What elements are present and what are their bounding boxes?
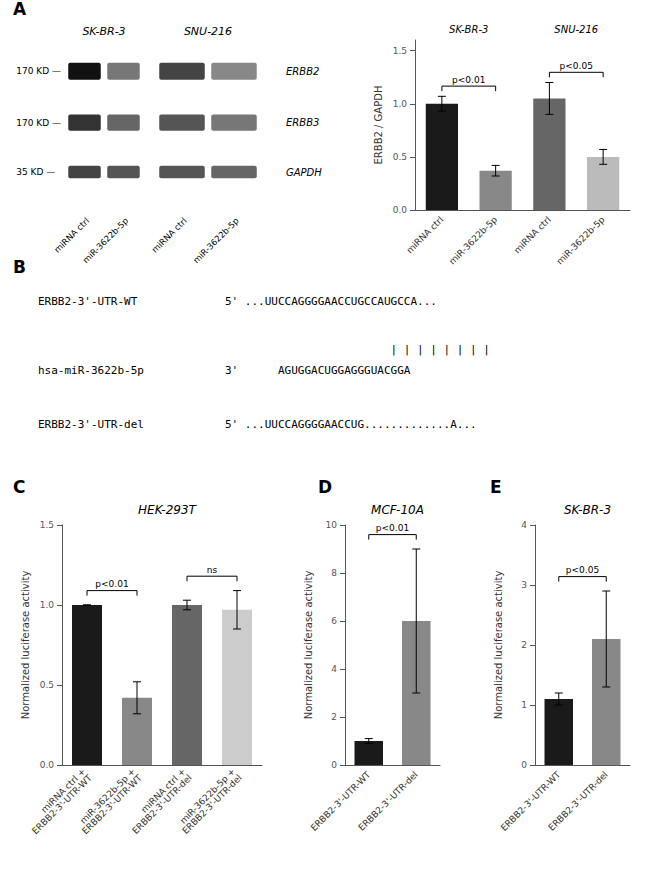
svg-text:4: 4 (331, 664, 337, 674)
svg-text:0.0: 0.0 (40, 760, 55, 770)
svg-text:miR-3622b-5p +: miR-3622b-5p + (178, 766, 237, 825)
svg-text:SK-BR-3: SK-BR-3 (82, 25, 125, 38)
svg-text:ERBB2-3'-UTR-WT: ERBB2-3'-UTR-WT (308, 769, 373, 833)
svg-text:p<0.01: p<0.01 (376, 523, 409, 533)
svg-text:1.0: 1.0 (393, 99, 408, 109)
svg-text:170 KD —: 170 KD — (16, 66, 61, 76)
svg-text:ERBB2-3'-UTR-WT: ERBB2-3'-UTR-WT (80, 772, 144, 837)
svg-text:ERBB2 / GAPDH: ERBB2 / GAPDH (373, 86, 384, 165)
svg-text:8: 8 (331, 568, 337, 578)
svg-text:hsa-miR-3622b-5p: hsa-miR-3622b-5p (38, 364, 144, 377)
svg-text:ERBB2-3'-UTR-WT: ERBB2-3'-UTR-WT (30, 772, 94, 837)
svg-text:miRNA ctrl +: miRNA ctrl + (139, 766, 188, 815)
svg-text:GAPDH: GAPDH (286, 167, 322, 178)
svg-text:ERBB2-3'-UTR-WT: ERBB2-3'-UTR-WT (498, 769, 563, 833)
svg-text:ERBB3: ERBB3 (286, 117, 319, 128)
svg-text:| | | | | | | |: | | | | | | | | (391, 343, 490, 356)
svg-text:ERBB2-3'-UTR-del: ERBB2-3'-UTR-del (546, 769, 609, 832)
svg-text:1: 1 (521, 700, 527, 710)
svg-text:miR-3622b-5p: miR-3622b-5p (191, 216, 241, 266)
svg-text:2: 2 (521, 640, 527, 650)
svg-text:miRNA ctrl: miRNA ctrl (150, 216, 189, 255)
svg-text:0.0: 0.0 (393, 205, 408, 215)
svg-text:170 KD —: 170 KD — (16, 118, 61, 128)
svg-text:0.5: 0.5 (393, 152, 407, 162)
svg-text:6: 6 (331, 616, 337, 626)
svg-text:miRNA ctrl: miRNA ctrl (512, 214, 553, 255)
svg-text:ERBB2-3'-UTR-del: ERBB2-3'-UTR-del (130, 772, 194, 836)
svg-text:0.5: 0.5 (40, 680, 54, 690)
svg-text:miRNA ctrl: miRNA ctrl (52, 216, 91, 255)
svg-text:A: A (13, 0, 27, 19)
svg-text:Normalized luciferase activity: Normalized luciferase activity (20, 571, 31, 720)
svg-text:p<0.01: p<0.01 (452, 75, 485, 85)
svg-text:miR-3622b-5p +: miR-3622b-5p + (78, 766, 137, 825)
svg-text:Normalized luciferase activity: Normalized luciferase activity (493, 571, 504, 720)
svg-text:ERBB2-3'-UTR-WT: ERBB2-3'-UTR-WT (38, 295, 138, 308)
svg-text:HEK-293T: HEK-293T (138, 503, 198, 517)
svg-text:0: 0 (521, 760, 527, 770)
svg-text:2: 2 (331, 712, 337, 722)
svg-text:3' AGUGGACUGGAGGGUACGGA: 3' AGUGGACUGGAGGGUACGGA (225, 364, 411, 377)
svg-text:B: B (13, 257, 26, 277)
svg-text:miRNA ctrl: miRNA ctrl (404, 214, 445, 255)
svg-text:1.5: 1.5 (393, 46, 407, 56)
svg-text:SNU-216: SNU-216 (554, 24, 598, 35)
svg-text:p<0.01: p<0.01 (95, 579, 128, 589)
svg-text:1.0: 1.0 (40, 600, 55, 610)
svg-text:3: 3 (521, 580, 527, 590)
svg-text:0: 0 (331, 760, 337, 770)
svg-text:miRNA ctrl +: miRNA ctrl + (39, 766, 88, 815)
svg-text:miR-3622b-5p: miR-3622b-5p (555, 214, 607, 266)
svg-text:SNU-216: SNU-216 (184, 25, 232, 38)
svg-text:Normalized luciferase activity: Normalized luciferase activity (303, 571, 314, 720)
svg-text:ERBB2-3'-UTR-del: ERBB2-3'-UTR-del (180, 773, 243, 836)
svg-text:SK-BR-3: SK-BR-3 (449, 24, 488, 35)
svg-text:MCF-10A: MCF-10A (371, 503, 424, 517)
svg-text:p<0.05: p<0.05 (566, 565, 599, 575)
svg-text:ERBB2-3'-UTR-del: ERBB2-3'-UTR-del (356, 769, 419, 832)
svg-text:p<0.05: p<0.05 (560, 61, 593, 71)
svg-text:miR-3622b-5p: miR-3622b-5p (447, 214, 499, 266)
svg-text:D: D (318, 477, 332, 497)
svg-text:5' ...UUCCAGGGGAACCUGCCAUGCCA.: 5' ...UUCCAGGGGAACCUGCCAUGCCA... (225, 295, 437, 308)
svg-text:1.5: 1.5 (40, 520, 54, 530)
svg-text:miR-3622b-5p: miR-3622b-5p (81, 216, 131, 266)
svg-text:35 KD —: 35 KD — (16, 167, 55, 177)
svg-text:ERBB2: ERBB2 (286, 66, 319, 77)
svg-text:5' ...UUCCAGGGGAACCUG.........: 5' ...UUCCAGGGGAACCUG.............A... (225, 418, 477, 431)
svg-text:4: 4 (521, 520, 527, 530)
svg-text:ERBB2-3'-UTR-del: ERBB2-3'-UTR-del (38, 418, 144, 431)
svg-text:ns: ns (207, 565, 218, 575)
svg-text:C: C (13, 477, 25, 497)
svg-text:10: 10 (326, 520, 338, 530)
svg-text:E: E (490, 477, 502, 497)
svg-text:SK-BR-3: SK-BR-3 (564, 503, 611, 517)
